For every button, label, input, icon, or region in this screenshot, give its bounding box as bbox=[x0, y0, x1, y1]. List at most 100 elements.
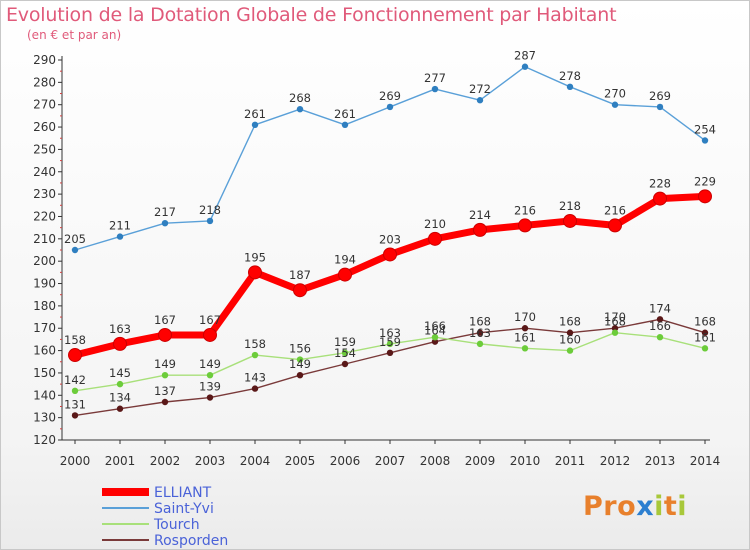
data-point-elliant bbox=[383, 247, 397, 262]
data-point-saint-yvi bbox=[206, 217, 214, 225]
x-tick-label: 2000 bbox=[60, 454, 91, 468]
data-label-saint-yvi: 278 bbox=[559, 69, 581, 83]
data-point-rosporden bbox=[386, 349, 394, 357]
legend-label-elliant: ELLIANT bbox=[154, 485, 212, 501]
data-label-saint-yvi: 217 bbox=[154, 205, 176, 219]
data-point-tourch bbox=[386, 340, 394, 348]
data-label-rosporden: 170 bbox=[604, 310, 626, 324]
data-label-rosporden: 131 bbox=[64, 397, 86, 411]
data-point-rosporden bbox=[701, 329, 709, 336]
y-tick-label: 230 bbox=[33, 187, 56, 201]
data-point-saint-yvi bbox=[476, 97, 484, 104]
x-tick-label: 2013 bbox=[645, 454, 676, 468]
x-tick-label: 2002 bbox=[150, 454, 181, 468]
data-point-tourch bbox=[656, 333, 664, 341]
data-point-rosporden bbox=[611, 325, 619, 332]
data-point-elliant bbox=[563, 213, 577, 228]
data-label-elliant: 216 bbox=[604, 203, 626, 217]
data-label-elliant: 195 bbox=[244, 250, 266, 264]
data-point-saint-yvi bbox=[521, 63, 529, 70]
data-point-elliant bbox=[293, 283, 307, 298]
data-label-saint-yvi: 218 bbox=[199, 203, 221, 217]
data-point-tourch bbox=[341, 349, 349, 357]
y-tick-label: 290 bbox=[33, 53, 56, 67]
brand-letter: r bbox=[603, 491, 618, 522]
chart-title: Evolution de la Dotation Globale de Fonc… bbox=[6, 4, 617, 26]
x-tick-label: 2005 bbox=[285, 454, 316, 468]
y-tick-label: 130 bbox=[33, 411, 56, 425]
data-label-saint-yvi: 268 bbox=[289, 91, 311, 105]
data-label-elliant: 229 bbox=[694, 174, 716, 188]
y-tick-label: 250 bbox=[33, 142, 56, 156]
data-point-tourch bbox=[431, 333, 439, 341]
data-label-tourch: 149 bbox=[154, 357, 176, 371]
data-label-elliant: 167 bbox=[199, 313, 221, 327]
data-point-rosporden bbox=[341, 360, 349, 368]
data-label-saint-yvi: 254 bbox=[694, 122, 716, 136]
y-tick-label: 170 bbox=[33, 321, 56, 335]
data-point-elliant bbox=[203, 327, 217, 342]
data-label-saint-yvi: 287 bbox=[514, 49, 536, 63]
data-point-rosporden bbox=[206, 394, 214, 401]
y-tick-label: 180 bbox=[33, 299, 56, 313]
data-point-elliant bbox=[428, 231, 442, 246]
legend-label-rosporden: Rosporden bbox=[154, 533, 228, 549]
data-label-rosporden: 143 bbox=[244, 371, 266, 385]
x-tick-label: 2001 bbox=[105, 454, 136, 468]
data-point-tourch bbox=[116, 380, 124, 388]
legend-label-tourch: Tourch bbox=[153, 517, 200, 533]
data-point-rosporden bbox=[296, 371, 304, 379]
data-label-saint-yvi: 261 bbox=[244, 107, 266, 121]
data-point-saint-yvi bbox=[566, 83, 574, 91]
chart-subtitle: (en € et par an) bbox=[27, 28, 122, 42]
data-label-elliant: 218 bbox=[559, 199, 581, 213]
data-label-elliant: 228 bbox=[649, 177, 671, 191]
data-point-elliant bbox=[158, 327, 172, 342]
data-label-tourch: 142 bbox=[64, 373, 86, 387]
data-label-elliant: 187 bbox=[289, 268, 311, 282]
y-tick-label: 280 bbox=[33, 75, 56, 89]
data-label-saint-yvi: 261 bbox=[334, 107, 356, 121]
data-point-saint-yvi bbox=[71, 246, 79, 254]
legend-label-saint-yvi: Saint-Yvi bbox=[154, 501, 214, 517]
data-label-elliant: 167 bbox=[154, 313, 176, 327]
data-point-elliant bbox=[113, 336, 127, 351]
data-point-tourch bbox=[71, 387, 79, 395]
data-point-tourch bbox=[701, 345, 709, 352]
data-point-elliant bbox=[68, 348, 82, 363]
data-label-tourch: 159 bbox=[334, 335, 356, 349]
x-tick-label: 2008 bbox=[420, 454, 451, 468]
y-tick-label: 210 bbox=[33, 232, 56, 246]
data-point-elliant bbox=[473, 222, 487, 237]
data-point-saint-yvi bbox=[386, 103, 394, 111]
x-tick-label: 2009 bbox=[465, 454, 496, 468]
data-point-tourch bbox=[611, 329, 619, 336]
data-point-tourch bbox=[251, 351, 259, 359]
data-point-elliant bbox=[518, 218, 532, 233]
x-tick-label: 2012 bbox=[600, 454, 631, 468]
data-label-tourch: 145 bbox=[109, 366, 131, 380]
data-point-rosporden bbox=[656, 316, 664, 323]
data-label-saint-yvi: 270 bbox=[604, 87, 626, 101]
brand-letter: t bbox=[663, 491, 678, 522]
data-label-saint-yvi: 272 bbox=[469, 82, 491, 96]
y-tick-label: 220 bbox=[33, 209, 56, 223]
data-label-saint-yvi: 277 bbox=[424, 71, 446, 85]
data-point-saint-yvi bbox=[116, 233, 124, 240]
series-layer bbox=[68, 63, 712, 419]
data-point-elliant bbox=[608, 218, 622, 233]
y-tick-label: 270 bbox=[33, 98, 56, 112]
data-label-rosporden: 159 bbox=[379, 335, 401, 349]
y-tick-label: 140 bbox=[33, 388, 56, 402]
data-point-rosporden bbox=[161, 398, 169, 406]
data-point-saint-yvi bbox=[656, 103, 664, 111]
data-label-tourch: 149 bbox=[199, 357, 221, 371]
data-label-tourch: 160 bbox=[559, 333, 581, 347]
data-point-rosporden bbox=[476, 329, 484, 336]
data-point-elliant bbox=[698, 189, 712, 204]
data-label-saint-yvi: 269 bbox=[379, 89, 401, 103]
data-label-tourch: 166 bbox=[649, 319, 671, 333]
data-label-tourch: 163 bbox=[469, 326, 491, 340]
